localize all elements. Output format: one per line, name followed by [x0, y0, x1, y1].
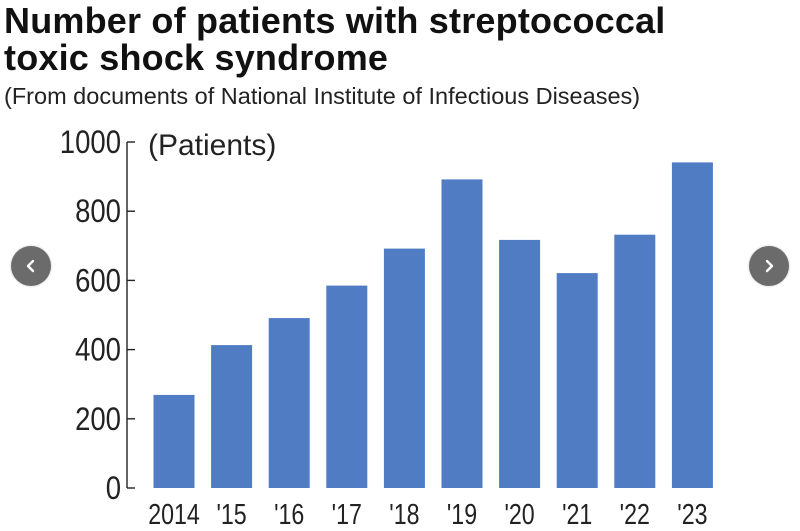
bar-5: [441, 179, 483, 488]
next-slide-button[interactable]: [749, 246, 789, 286]
chevron-left-icon: [26, 259, 35, 273]
y-tick-label-4: 800: [75, 194, 121, 229]
x-tick-label-7: '21: [562, 497, 592, 530]
x-tick-label-9: '23: [677, 497, 707, 530]
previous-slide-button[interactable]: [11, 246, 51, 286]
x-tick-label-3: '17: [332, 497, 362, 530]
y-tick-label-2: 400: [75, 333, 121, 368]
x-tick-label-0: 2014: [148, 497, 200, 530]
y-tick-label-1: 200: [75, 402, 121, 437]
bar-6: [499, 239, 541, 488]
y-tick-label-3: 600: [75, 264, 121, 299]
x-tick-label-8: '22: [620, 497, 650, 530]
chart-source-note: (From documents of National Institute of…: [4, 83, 641, 109]
chart-title-line-2: toxic shock syndrome: [4, 37, 389, 78]
y-tick-label-5: 1000: [60, 125, 121, 160]
y-tick-label-0: 0: [106, 471, 121, 506]
bar-0: [153, 394, 195, 488]
x-tick-label-2: '16: [274, 497, 304, 530]
chart-title: Number of patients with streptococcal to…: [4, 2, 796, 76]
unit-label: (Patients): [148, 129, 276, 162]
bar-7: [556, 273, 598, 488]
x-tick-label-4: '18: [389, 497, 419, 530]
chart-title-line-1: Number of patients with streptococcal: [4, 0, 666, 41]
x-tick-label-6: '20: [504, 497, 534, 530]
bar-3: [326, 285, 368, 488]
bar-2: [268, 318, 310, 488]
chevron-right-icon: [765, 259, 774, 273]
bar-4: [383, 248, 425, 488]
bar-1: [211, 345, 253, 488]
bar-9: [671, 162, 713, 488]
bar-8: [614, 234, 656, 488]
x-tick-label-5: '19: [447, 497, 477, 530]
x-tick-label-1: '15: [216, 497, 246, 530]
